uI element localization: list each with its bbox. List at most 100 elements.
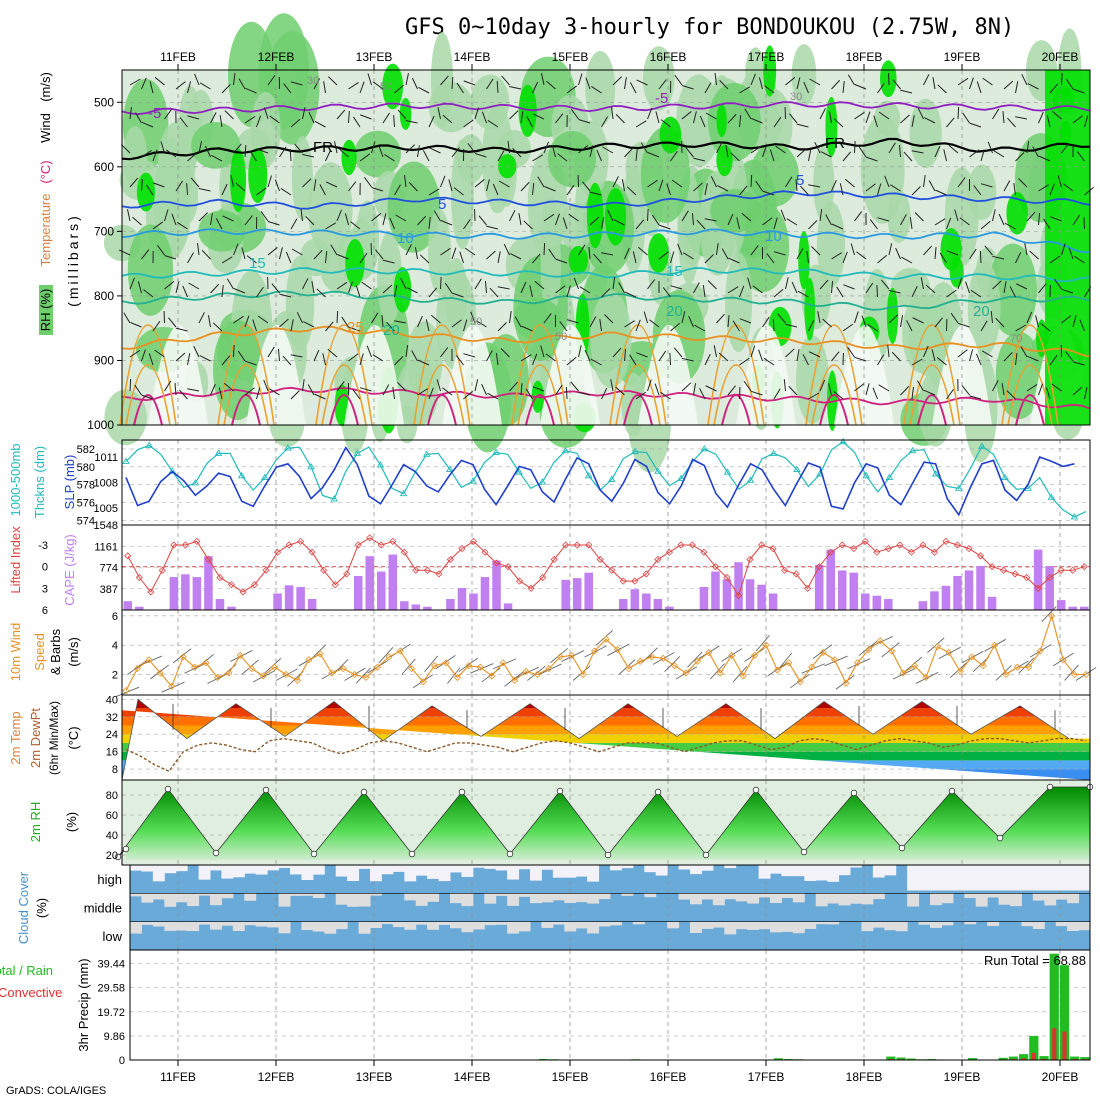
cloud-fraction-cell: [484, 865, 497, 869]
isotherm-25-loop: [119, 324, 177, 426]
li-marker: [873, 548, 881, 556]
wind-barb: [256, 187, 267, 196]
surface-wind-barb: [858, 641, 878, 656]
ylabel-wind-unit-ms: (m/s): [66, 637, 81, 667]
wind-barb: [898, 145, 901, 158]
wind-speed-marker: [248, 665, 256, 673]
wind-barb: [607, 209, 614, 222]
rh-high-blob: [248, 147, 268, 204]
cloud-fraction-cell: [838, 865, 851, 876]
wind-barb: [647, 279, 656, 290]
wind-barb: [322, 353, 326, 366]
surface-wind-barb: [641, 647, 658, 664]
wind-barb: [796, 148, 807, 158]
contour-label: 20: [383, 322, 400, 339]
wind-speed-marker: [602, 635, 610, 643]
wind-barb: [808, 149, 812, 162]
wind-barb: [681, 382, 692, 392]
wind-barb: [739, 318, 752, 324]
wind-barb: [129, 349, 141, 358]
cloud-fraction-cell: [575, 893, 588, 903]
wind-barb: [325, 222, 337, 230]
wind-barb: [481, 383, 487, 396]
wind-barb: [244, 144, 247, 158]
wind-barb: [884, 175, 890, 188]
li-marker: [412, 566, 420, 574]
rh2m-marker: [408, 850, 416, 858]
wind-barb: [359, 387, 372, 392]
li-marker: [769, 545, 777, 553]
wind-speed-marker: [785, 659, 793, 667]
wind-barb: [405, 244, 412, 256]
li-marker: [504, 563, 512, 571]
cloud-fraction-cell: [301, 893, 314, 896]
wind-barb: [865, 282, 874, 294]
wind-barb: [1076, 151, 1085, 162]
wind-barb: [828, 111, 832, 124]
wind-barb: [931, 349, 936, 362]
wind-barb: [674, 74, 683, 86]
wind-barb: [566, 319, 579, 324]
rh-contour-blob: [813, 145, 835, 222]
dewpoint-line: [125, 737, 1087, 773]
wind-barb: [819, 379, 826, 392]
isotherm-30-outer-loop: [811, 364, 857, 426]
wind-barb: [831, 351, 840, 362]
wind-speed-marker: [305, 656, 313, 664]
cloud-fraction-cell: [792, 865, 805, 877]
thickness-marker: [654, 467, 662, 474]
ylabel-2m-rh: 2m RH: [28, 802, 43, 842]
wind-barb: [980, 183, 993, 188]
wind-barb: [532, 113, 545, 120]
precip-total-bar: [886, 1056, 896, 1060]
wind-barb: [969, 349, 974, 362]
wind-barb: [658, 179, 664, 192]
wind-barb: [440, 247, 451, 256]
wind-barb: [992, 108, 1000, 120]
isotherm--5: [121, 101, 1091, 116]
wind-barb: [601, 116, 608, 128]
thickness-marker: [700, 445, 709, 452]
li-tick-label: 0: [42, 562, 48, 574]
wind-barb: [725, 145, 729, 158]
cloud-fraction-cell: [884, 921, 897, 931]
li-marker: [965, 545, 973, 553]
wind-barb: [796, 77, 801, 90]
wind-speed-marker: [659, 654, 667, 662]
wind-barb: [969, 395, 982, 400]
cape-bar: [849, 572, 859, 610]
wind-speed-marker: [751, 651, 759, 659]
wind-barb: [685, 147, 694, 158]
cloud-fraction-cell: [907, 865, 920, 891]
wind-barb: [501, 75, 510, 86]
li-marker: [919, 541, 927, 549]
contour-label: 5: [438, 196, 446, 213]
wind-barb: [842, 251, 848, 264]
cloud-fraction-cell: [987, 921, 1000, 926]
wind-barb: [946, 289, 957, 298]
contour-label: 10: [765, 228, 782, 245]
thickness-tick-label: 580: [77, 462, 95, 474]
wind-barb: [296, 311, 303, 324]
wind-barb: [670, 150, 678, 162]
cloud-fraction-cell: [347, 893, 360, 907]
wind-barb: [395, 214, 407, 222]
li-marker: [377, 541, 385, 549]
wind-speed-marker: [488, 672, 496, 680]
cloud-fraction-cell: [827, 893, 840, 904]
wind-barb: [589, 145, 594, 158]
cloud-fraction-cell: [598, 921, 611, 927]
wind-barb: [210, 383, 216, 396]
rh2m-marker: [702, 851, 710, 859]
wind-barb: [244, 387, 255, 396]
thickness-marker: [469, 477, 477, 484]
wind-barb: [175, 281, 180, 294]
wind-barb: [1015, 81, 1019, 94]
wind-barb: [611, 107, 614, 120]
precip-convective-bar: [1042, 1058, 1047, 1060]
wind-barb: [1013, 183, 1016, 196]
wind-barb: [647, 152, 660, 158]
top-date-tick-17FEB: 17FEB: [748, 50, 785, 64]
wind-barb: [727, 286, 739, 294]
wind-barb: [624, 291, 637, 298]
